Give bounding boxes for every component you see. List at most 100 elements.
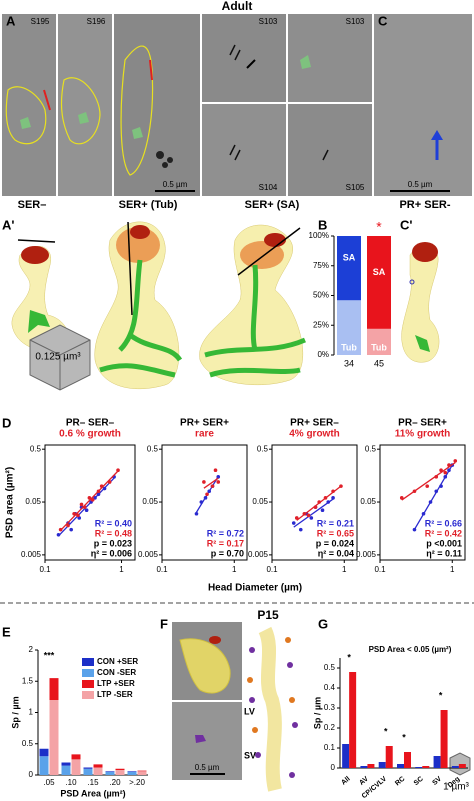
y-tick-label: 1 — [29, 708, 34, 717]
chart-title: PR+ SER– — [290, 418, 339, 429]
bar-segment — [367, 236, 391, 329]
x-tick-label: SC — [413, 776, 425, 788]
f-label: SV — [244, 750, 256, 760]
x-tick-label: .20 — [109, 778, 121, 787]
fit-line — [203, 477, 219, 489]
x-tick-label: 1 — [119, 565, 124, 574]
y-tick-label: 100% — [309, 231, 329, 240]
bar — [342, 744, 350, 768]
legend-swatch — [82, 691, 94, 699]
x-tick-label: 0.1 — [156, 565, 168, 574]
y-tick-label: 0.05 — [142, 497, 158, 506]
panel-letter: F — [160, 616, 168, 631]
y-tick-label: 0.5 — [147, 444, 159, 453]
bar-segment — [39, 756, 49, 775]
bar-segment — [105, 771, 115, 775]
point — [331, 496, 335, 500]
y-tick-label: 0.05 — [360, 497, 376, 506]
y-tick-label: 0.5 — [30, 444, 42, 453]
bar — [440, 710, 448, 768]
chart-subtitle: rare — [195, 429, 214, 440]
panel-letter: B — [318, 217, 327, 232]
age-label: P15 — [257, 608, 279, 622]
bar-segment — [83, 768, 93, 775]
row-label: SER+ (Tub) — [119, 199, 178, 211]
stat-label: R² = 0.66 — [425, 518, 462, 528]
bar-segment — [83, 767, 93, 769]
annotation: * — [347, 652, 351, 662]
bar-segment — [137, 771, 147, 775]
stat-label: p <0.001 — [426, 538, 462, 548]
point — [216, 480, 221, 484]
y-tick-label: 0.3 — [324, 703, 336, 712]
bar-segment — [39, 748, 49, 757]
panel-letter: C' — [400, 217, 412, 232]
x-tick-label: 1 — [232, 565, 237, 574]
point — [205, 492, 209, 497]
stat-label: R² = 0.21 — [317, 518, 354, 528]
stat-label: η² = 0.04 — [318, 548, 354, 558]
point — [425, 484, 430, 488]
row-label: SER– — [18, 199, 47, 211]
annotation: * — [439, 690, 443, 700]
y-tick-label: 0.2 — [324, 723, 336, 732]
x-axis-label: PSD Area (µm²) — [60, 788, 125, 798]
x-tick-label: 1 — [450, 565, 455, 574]
stat-label: R² = 0.42 — [425, 528, 462, 538]
point — [66, 523, 70, 528]
x-tick-label: All — [340, 776, 351, 787]
y-axis-label: PSD area (µm²) — [5, 467, 16, 538]
y-tick-label: 0.4 — [324, 683, 336, 692]
scale-label: 0.5 µm — [195, 763, 220, 772]
bar-segment — [127, 771, 137, 775]
y-tick-label: 25% — [313, 320, 329, 329]
x-tick-label: AV — [358, 775, 370, 786]
y-tick-label: 75% — [313, 261, 329, 270]
y-tick-label: 0.5 — [365, 444, 377, 453]
chart-subtitle: 11% growth — [395, 429, 451, 440]
point — [79, 502, 84, 507]
x-tick-label: 0.1 — [374, 565, 386, 574]
x-tick-label: 0.1 — [39, 565, 51, 574]
panel-letter: A — [6, 13, 16, 28]
y-axis-label: Sp / µm — [312, 697, 322, 729]
panel-letter: C — [378, 13, 388, 28]
stat-label: R² = 0.17 — [207, 538, 244, 548]
stat-label: R² = 0.40 — [95, 518, 132, 528]
bar — [422, 766, 430, 768]
chart-subtitle: 4% growth — [289, 429, 340, 440]
panel-letter: G — [318, 616, 328, 631]
bar-segment — [137, 770, 147, 772]
fit-line — [296, 485, 342, 521]
section-label: S105 — [346, 183, 365, 192]
legend-label: LTP +SER — [97, 679, 135, 688]
panel-letter: D — [2, 415, 11, 430]
bar-segment — [49, 678, 59, 700]
y-tick-label: 0.005 — [21, 550, 42, 559]
stat-label: R² = 0.48 — [95, 528, 132, 538]
y-tick-label: 0.005 — [356, 550, 377, 559]
point — [291, 521, 296, 525]
scale-label: 0.5 µm — [408, 180, 433, 189]
annotation: *** — [44, 650, 55, 660]
bar-segment — [61, 762, 71, 766]
fit-line — [401, 462, 456, 501]
figure-title: Adult — [222, 0, 253, 13]
x-axis-label: Head Diameter (µm) — [208, 583, 302, 594]
legend-label: CON -SER — [97, 668, 136, 677]
bar — [458, 764, 466, 768]
legend-label: CON +SER — [97, 657, 138, 666]
fit-line — [413, 464, 453, 530]
segment-label: Tub — [341, 342, 357, 352]
y-tick-label: 2 — [29, 645, 34, 654]
point — [210, 484, 215, 488]
section-label: S103 — [346, 17, 365, 26]
bar — [378, 762, 386, 768]
bar — [367, 764, 375, 768]
y-tick-label: 0% — [317, 350, 329, 359]
scale-label: 0.5 µm — [163, 180, 188, 189]
point — [443, 470, 448, 475]
segment-label: SA — [343, 253, 356, 263]
point — [306, 513, 311, 518]
